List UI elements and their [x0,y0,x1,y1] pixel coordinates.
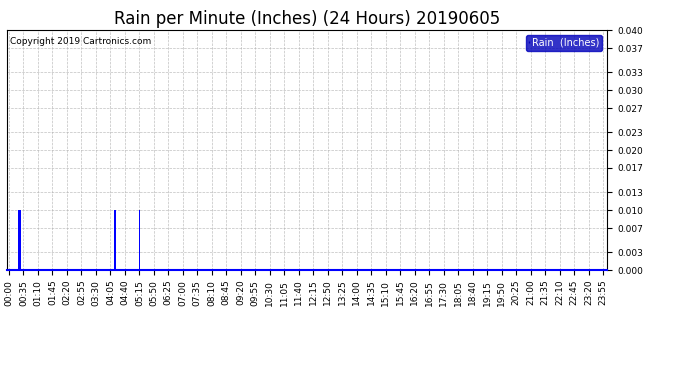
Title: Rain per Minute (Inches) (24 Hours) 20190605: Rain per Minute (Inches) (24 Hours) 2019… [114,10,500,28]
Text: Copyright 2019 Cartronics.com: Copyright 2019 Cartronics.com [10,37,151,46]
Legend: Rain  (Inches): Rain (Inches) [526,35,602,51]
